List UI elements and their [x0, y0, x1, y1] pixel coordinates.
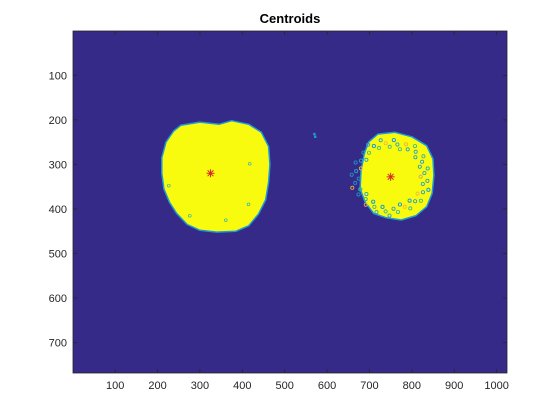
x-tick-label: 900 [445, 380, 463, 392]
image-background [73, 31, 507, 373]
speck-0 [313, 132, 316, 136]
y-tick-label: 200 [49, 115, 67, 127]
blob-right-rim [349, 138, 431, 218]
y-tick-label: 400 [49, 204, 67, 216]
speck-1 [314, 135, 317, 138]
y-tick-label: 300 [49, 159, 67, 171]
y-axis: 100 200 300 400 500 600 700 [49, 70, 507, 349]
blob-left [161, 119, 271, 233]
y-tick-label: 100 [49, 70, 67, 82]
centroid-marker-right [386, 172, 395, 181]
y-tick-label: 600 [49, 293, 67, 305]
y-tick-label: 700 [49, 337, 67, 349]
x-tick-label: 800 [403, 380, 421, 392]
centroid-marker-left [206, 169, 215, 178]
x-tick-label: 500 [276, 380, 294, 392]
image-content [161, 119, 435, 233]
x-tick-label: 600 [318, 380, 336, 392]
chart-title: Centroids [260, 11, 321, 26]
axes-box [72, 30, 508, 374]
x-tick-label: 1000 [484, 380, 508, 392]
x-axis: 100 200 300 400 500 600 700 800 900 1000 [106, 31, 509, 392]
x-tick-label: 100 [106, 380, 124, 392]
blob-left-rim [167, 161, 252, 223]
x-tick-label: 200 [148, 380, 166, 392]
blob-right [359, 131, 435, 221]
x-tick-label: 300 [191, 380, 209, 392]
y-tick-label: 500 [49, 248, 67, 260]
centroid-markers [206, 169, 395, 181]
x-tick-label: 700 [360, 380, 378, 392]
x-tick-label: 400 [233, 380, 251, 392]
